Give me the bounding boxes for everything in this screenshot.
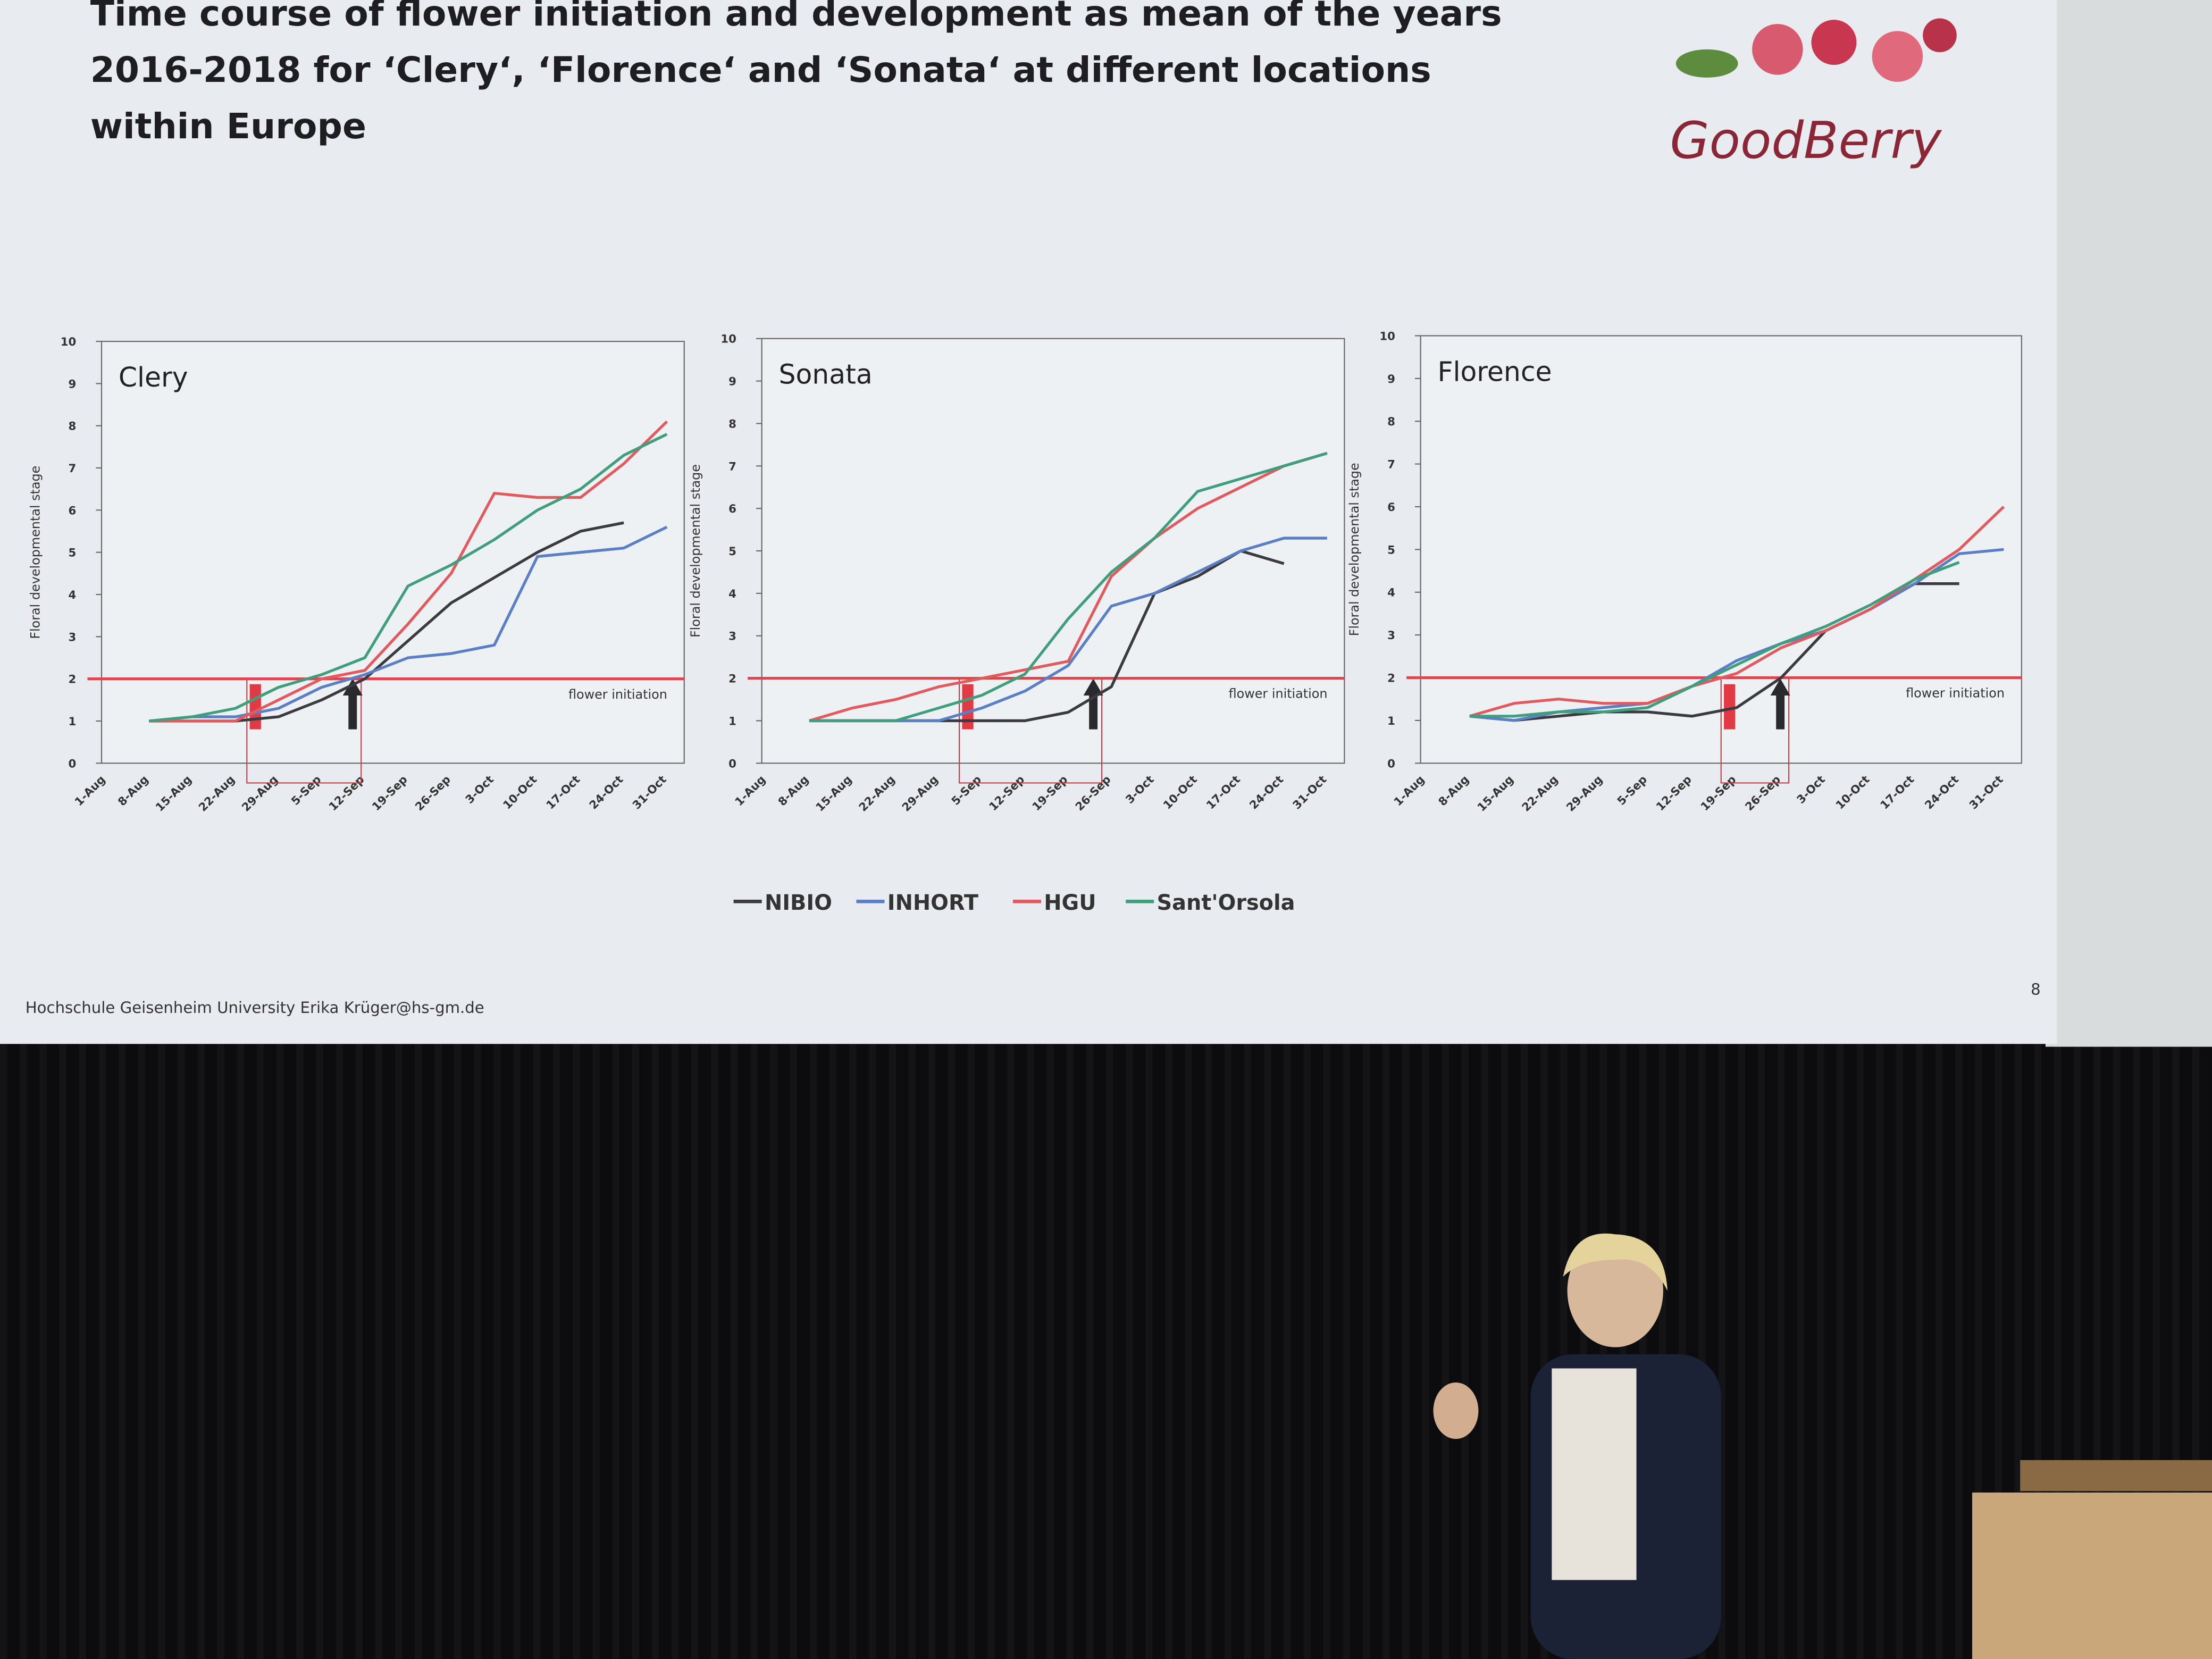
y-tick-label: 9 (68, 378, 76, 391)
y-tick-label: 0 (68, 757, 76, 770)
y-tick-label: 5 (1387, 543, 1395, 557)
y-tick-label: 2 (728, 673, 736, 686)
plot-frame (761, 338, 1345, 764)
series-line (809, 451, 1328, 722)
y-tick-label: 5 (68, 547, 76, 560)
logo-text: GoodBerry (1670, 111, 1942, 170)
panel-label: Clery (119, 362, 188, 393)
y-tick-label: 5 (728, 545, 736, 558)
logo-berries (1675, 18, 1957, 82)
red-marker (962, 684, 974, 730)
panel-label: Florence (1437, 356, 1552, 387)
y-tick-label: 9 (728, 375, 736, 389)
series-line (149, 525, 668, 723)
y-tick-label: 9 (1387, 373, 1395, 386)
y-tick-label: 7 (728, 460, 736, 473)
title-line: within Europe (90, 105, 366, 147)
y-tick-label: 0 (1387, 757, 1395, 770)
series-line (149, 420, 668, 723)
series-line (809, 451, 1328, 723)
sponsor-strip (2045, 0, 2212, 1047)
y-axis-label: Floral developmental stage (1347, 463, 1362, 636)
y-tick-label: 3 (68, 631, 76, 644)
footer: Hochschule Geisenheim University Erika K… (26, 999, 484, 1017)
y-tick-label: 7 (1387, 458, 1395, 472)
y-tick-label: 4 (728, 588, 736, 601)
black-arrow (342, 678, 363, 730)
series-line (1469, 561, 1960, 718)
y-tick-label: 2 (68, 673, 76, 686)
y-tick-label: 1 (1387, 715, 1395, 728)
series-line (149, 433, 668, 723)
y-tick-label: 8 (1387, 415, 1395, 429)
y-tick-label: 1 (68, 715, 76, 728)
slide-title: Time course of flower initiation and dev… (90, 0, 1502, 147)
y-tick-label: 2 (1387, 672, 1395, 685)
y-tick-label: 3 (1387, 629, 1395, 642)
red-marker (249, 684, 261, 730)
legend-label: HGU (1044, 891, 1096, 915)
y-axis-label: Floral developmental stage (688, 464, 703, 638)
curtain (0, 1044, 2212, 1659)
black-arrow (1083, 678, 1103, 730)
y-tick-label: 6 (68, 504, 76, 517)
y-tick-label: 7 (68, 462, 76, 475)
panel-label: Sonata (778, 359, 872, 390)
reference-label: flower initiation (1229, 686, 1328, 701)
y-tick-label: 4 (68, 589, 76, 602)
reference-label: flower initiation (1906, 686, 2005, 701)
legend-label: NIBIO (765, 891, 832, 915)
y-tick-label: 10 (1379, 330, 1395, 343)
legend-label: Sant'Orsola (1157, 891, 1295, 915)
y-tick-label: 4 (1387, 586, 1395, 600)
y-axis-label: Floral developmental stage (28, 466, 43, 639)
title-line: 2016-2018 for ‘Clery‘, ‘Florence‘ and ‘S… (90, 49, 1431, 90)
legend-label: INHORT (887, 891, 978, 915)
reference-label: flower initiation (568, 687, 667, 702)
red-marker (1724, 684, 1736, 730)
y-tick-label: 1 (728, 715, 736, 728)
y-tick-label: 6 (728, 502, 736, 516)
speaker (1433, 1233, 1721, 1659)
y-tick-label: 10 (720, 333, 736, 346)
page-number: 8 (2031, 980, 2041, 998)
y-tick-label: 8 (728, 417, 736, 431)
black-arrow (1770, 678, 1790, 730)
y-tick-label: 10 (61, 336, 77, 349)
title-line: Time course of flower initiation and dev… (90, 0, 1502, 34)
y-tick-label: 0 (728, 757, 736, 770)
y-tick-label: 6 (1387, 501, 1395, 514)
y-tick-label: 8 (68, 420, 76, 433)
podium (1972, 1460, 2212, 1659)
y-tick-label: 3 (728, 630, 736, 643)
